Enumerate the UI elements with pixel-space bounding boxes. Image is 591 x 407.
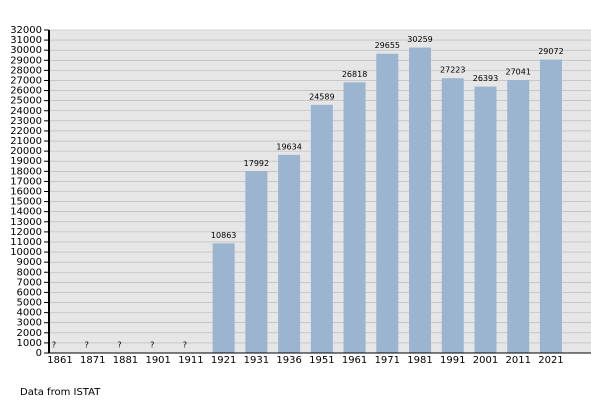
value-label: 29072 [538, 47, 563, 56]
bar [343, 82, 366, 353]
bar [310, 104, 333, 353]
x-tick-label: 1861 [47, 355, 72, 366]
value-label: 30259 [407, 35, 432, 44]
bar [278, 154, 301, 353]
x-tick-label: 2011 [505, 355, 530, 366]
y-tick-label: 13000 [10, 217, 42, 228]
x-tick-label: 1871 [80, 355, 105, 366]
bar [245, 171, 268, 353]
value-label: 19634 [276, 142, 301, 151]
y-tick-label: 25000 [10, 96, 42, 107]
value-label: 27041 [505, 68, 530, 77]
bar [507, 80, 530, 354]
y-tick-label: 15000 [10, 197, 42, 208]
bar [212, 243, 235, 353]
y-tick-label: 8000 [17, 267, 42, 278]
bar [539, 59, 562, 353]
x-tick-label: 1911 [178, 355, 203, 366]
x-tick-label: 1931 [244, 355, 269, 366]
y-tick-label: 30000 [10, 45, 42, 56]
x-tick-label: 1936 [276, 355, 301, 366]
x-tick-label: 2021 [538, 355, 563, 366]
x-tick-label: 1991 [440, 355, 465, 366]
y-tick-label: 24000 [10, 106, 42, 117]
y-tick-label: 1000 [17, 338, 42, 349]
x-tick-label: 1981 [407, 355, 432, 366]
x-tick-label: 1951 [309, 355, 334, 366]
x-tick-label: 1961 [342, 355, 367, 366]
value-label: 27223 [440, 66, 465, 75]
y-tick-label: 9000 [17, 257, 42, 268]
x-tick-label: 1881 [113, 355, 138, 366]
value-label: 26393 [473, 74, 498, 83]
x-tick-label: 1901 [145, 355, 170, 366]
value-label: ? [150, 341, 154, 350]
y-tick-label: 29000 [10, 55, 42, 66]
y-tick-label: 4000 [17, 308, 42, 319]
value-label: 10863 [211, 231, 236, 240]
value-label: 26818 [342, 70, 367, 79]
y-tick-label: 20000 [10, 146, 42, 157]
y-tick-label: 16000 [10, 187, 42, 198]
y-tick-label: 0 [36, 348, 42, 359]
x-tick-label: 1971 [375, 355, 400, 366]
y-tick-label: 32000 [10, 25, 42, 36]
value-label: 17992 [244, 159, 269, 168]
y-tick-label: 5000 [17, 298, 42, 309]
value-label: ? [52, 341, 56, 350]
y-tick-label: 27000 [10, 75, 42, 86]
y-tick-label: 31000 [10, 35, 42, 46]
y-tick-label: 11000 [10, 237, 42, 248]
y-tick-label: 22000 [10, 126, 42, 137]
bar [376, 53, 399, 353]
y-tick-label: 14000 [10, 207, 42, 218]
x-tick-label: 2001 [473, 355, 498, 366]
y-tick-label: 18000 [10, 166, 42, 177]
value-label: 24589 [309, 92, 334, 101]
y-tick-label: 6000 [17, 287, 42, 298]
y-tick-label: 23000 [10, 116, 42, 127]
y-tick-label: 2000 [17, 328, 42, 339]
y-tick-label: 17000 [10, 176, 42, 187]
y-tick-label: 7000 [17, 277, 42, 288]
y-tick-label: 3000 [17, 318, 42, 329]
value-label: ? [117, 341, 121, 350]
y-tick-label: 10000 [10, 247, 42, 258]
y-tick-label: 28000 [10, 65, 42, 76]
value-label: 29655 [375, 41, 400, 50]
value-label: ? [85, 341, 89, 350]
y-tick-label: 26000 [10, 86, 42, 97]
y-tick-label: 19000 [10, 156, 42, 167]
value-label: ? [183, 341, 187, 350]
bar [409, 47, 432, 354]
bar [441, 78, 464, 354]
x-tick-label: 1921 [211, 355, 236, 366]
y-tick-label: 12000 [10, 227, 42, 238]
bar [474, 86, 497, 354]
y-tick-label: 21000 [10, 136, 42, 147]
source-note: Data from ISTAT [20, 387, 101, 398]
